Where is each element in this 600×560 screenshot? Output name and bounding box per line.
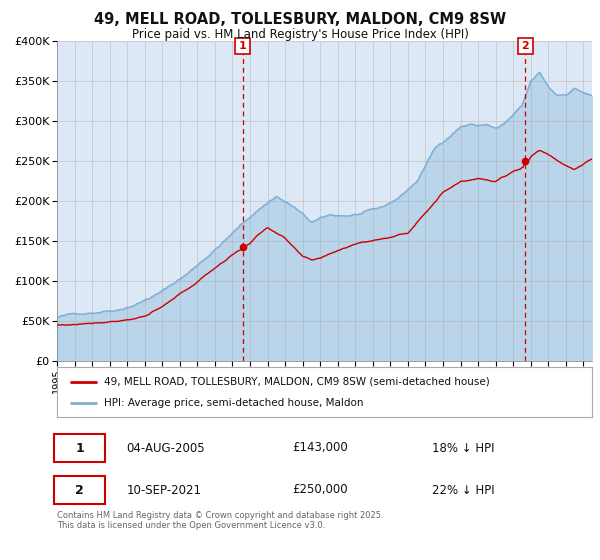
Text: 22% ↓ HPI: 22% ↓ HPI <box>431 483 494 497</box>
Text: 49, MELL ROAD, TOLLESBURY, MALDON, CM9 8SW (semi-detached house): 49, MELL ROAD, TOLLESBURY, MALDON, CM9 8… <box>104 377 490 387</box>
FancyBboxPatch shape <box>55 476 105 504</box>
Text: 2: 2 <box>75 483 84 497</box>
Text: HPI: Average price, semi-detached house, Maldon: HPI: Average price, semi-detached house,… <box>104 398 364 408</box>
Text: 1: 1 <box>75 441 84 455</box>
Text: £143,000: £143,000 <box>292 441 348 455</box>
FancyBboxPatch shape <box>55 434 105 462</box>
Text: 18% ↓ HPI: 18% ↓ HPI <box>431 441 494 455</box>
Text: 1: 1 <box>239 41 247 51</box>
Text: 04-AUG-2005: 04-AUG-2005 <box>127 441 205 455</box>
Text: Contains HM Land Registry data © Crown copyright and database right 2025.
This d: Contains HM Land Registry data © Crown c… <box>57 511 383 530</box>
Text: £250,000: £250,000 <box>292 483 348 497</box>
Text: 49, MELL ROAD, TOLLESBURY, MALDON, CM9 8SW: 49, MELL ROAD, TOLLESBURY, MALDON, CM9 8… <box>94 12 506 27</box>
Text: Price paid vs. HM Land Registry's House Price Index (HPI): Price paid vs. HM Land Registry's House … <box>131 28 469 41</box>
Text: 10-SEP-2021: 10-SEP-2021 <box>127 483 202 497</box>
Text: 2: 2 <box>521 41 529 51</box>
